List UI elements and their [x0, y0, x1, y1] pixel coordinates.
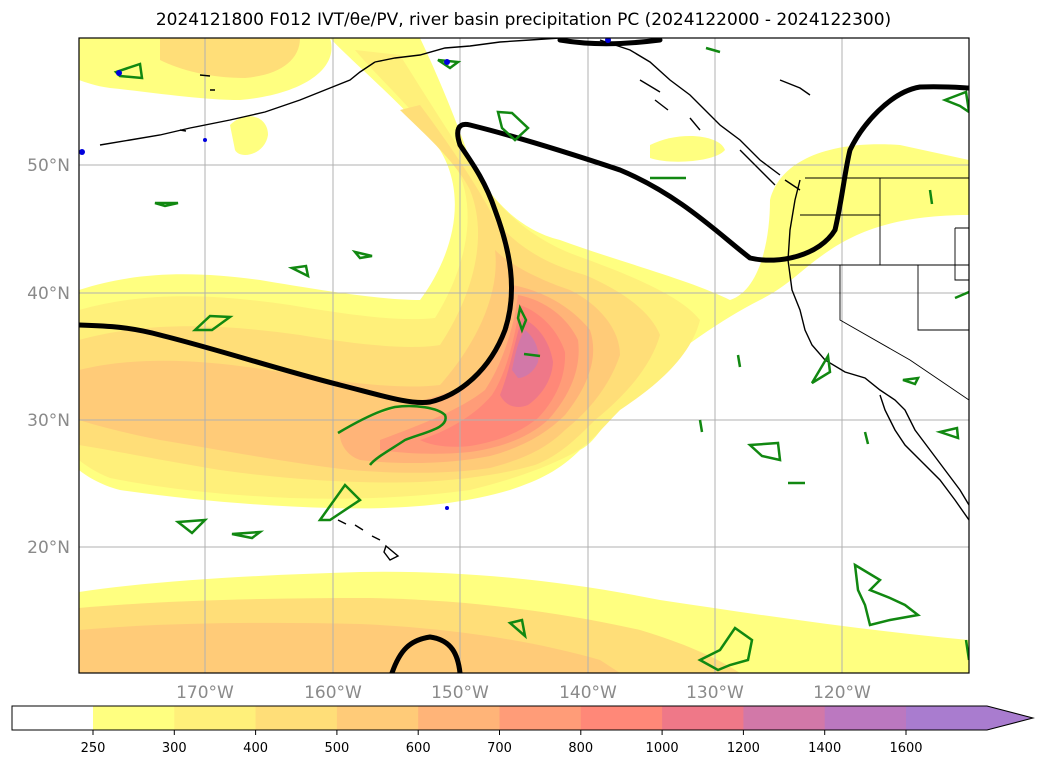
colorbar-swatch — [499, 706, 582, 730]
lon-label-170w: 170°W — [176, 683, 234, 703]
colorbar-tick-label: 600 — [406, 741, 431, 756]
blue-marks — [79, 38, 611, 510]
colorbar-outline — [11, 705, 1035, 731]
lon-label-120w: 120°W — [813, 683, 871, 703]
pv-27 — [928, 189, 934, 205]
colorbar-swatch — [580, 706, 663, 730]
map-area — [79, 38, 969, 673]
theta-e-main — [79, 84, 969, 406]
colorbar-swatch — [255, 706, 338, 730]
lat-labels: 50°N 40°N 30°N 20°N — [27, 156, 70, 558]
aleutian-dots — [179, 74, 215, 132]
alaska-peninsula-coast — [99, 61, 376, 146]
pv-28 — [705, 46, 721, 54]
colorbar-tick-label: 400 — [243, 741, 268, 756]
pv-contour — [113, 46, 969, 672]
colorbar-swatch — [93, 706, 175, 730]
pv-10 — [496, 110, 530, 142]
lon-label-150w: 150°W — [431, 683, 489, 703]
pv-21 — [935, 426, 960, 440]
lon-label-140w: 140°W — [559, 683, 617, 703]
gridlines — [79, 38, 969, 673]
theta-e-contour — [79, 38, 969, 673]
pv-17 — [697, 626, 754, 672]
pv-8 — [154, 201, 179, 208]
pv-4 — [174, 518, 209, 535]
pv-3 — [191, 314, 234, 332]
pv-16 — [853, 562, 922, 627]
colorbar-under — [12, 706, 93, 730]
colorbar-swatches — [93, 706, 988, 730]
colorbar-tick-label: 1200 — [727, 741, 760, 756]
pv-6 — [287, 264, 310, 279]
colorbar-tick-label: 300 — [162, 741, 187, 756]
colorbar-tick-label: 1400 — [808, 741, 841, 756]
pv-2 — [317, 483, 362, 522]
pv-20 — [954, 290, 969, 300]
pv-1 — [337, 404, 447, 466]
alaska-panhandle-coast — [599, 39, 781, 176]
theta-e-south — [389, 634, 463, 673]
colorbar-swatch — [906, 706, 988, 730]
colorbar-swatch — [662, 706, 744, 730]
pv-23 — [863, 431, 870, 445]
lat-label-40: 40°N — [27, 284, 70, 304]
pv-24 — [698, 419, 704, 433]
east-coast-canada — [779, 79, 811, 96]
ivt-blob-nw — [230, 116, 268, 155]
lat-label-30: 30°N — [27, 411, 70, 431]
lon-label-130w: 130°W — [686, 683, 744, 703]
pv-15 — [810, 352, 832, 385]
lat-label-20: 20°N — [27, 538, 70, 558]
pv-5 — [231, 530, 265, 540]
alaska-south-coast — [374, 38, 561, 63]
colorbar-tick-label: 1600 — [889, 741, 922, 756]
lat-label-50: 50°N — [27, 156, 70, 176]
colorbar-swatch — [418, 706, 501, 730]
hawaii-islands — [337, 519, 400, 561]
bc-islands — [639, 79, 801, 191]
pv-22 — [902, 376, 921, 386]
pv-26 — [736, 354, 742, 368]
pv-19 — [941, 90, 969, 114]
colorbar: 250 300 400 500 600 700 800 1000 1200 1400 1600 — [11, 705, 1035, 756]
ivt-north-inner — [160, 38, 300, 78]
pv-18 — [507, 618, 527, 640]
ivt-tropical-core — [79, 622, 620, 673]
colorbar-ticks: 250 300 400 500 600 700 800 1000 1200 1400 1600 — [81, 730, 923, 756]
pv-12 — [523, 352, 541, 358]
baja-coast — [879, 394, 969, 521]
colorbar-tick-label: 800 — [568, 741, 593, 756]
colorbar-swatch — [824, 706, 907, 730]
colorbar-tick-label: 250 — [81, 741, 106, 756]
ivt-blob-bc — [650, 135, 725, 162]
colorbar-tick-label: 1000 — [646, 741, 679, 756]
colorbar-swatch — [336, 706, 419, 730]
state-borders — [790, 177, 969, 401]
map-frame — [78, 37, 970, 674]
pv-14 — [747, 441, 782, 462]
lon-labels: 170°W 160°W 150°W 140°W 130°W 120°W — [176, 683, 871, 703]
theta-e-north — [557, 38, 663, 47]
pv-7 — [351, 249, 373, 260]
colorbar-tick-label: 700 — [487, 741, 512, 756]
colorbar-swatch — [743, 706, 826, 730]
colorbar-extend-arrow — [987, 706, 1033, 730]
map-title: 2024121800 F012 IVT/θe/PV, river basin p… — [155, 10, 892, 30]
colorbar-swatch — [174, 706, 257, 730]
colorbar-tick-label: 500 — [324, 741, 349, 756]
lon-label-160w: 160°W — [304, 683, 362, 703]
pv-11 — [516, 304, 528, 334]
